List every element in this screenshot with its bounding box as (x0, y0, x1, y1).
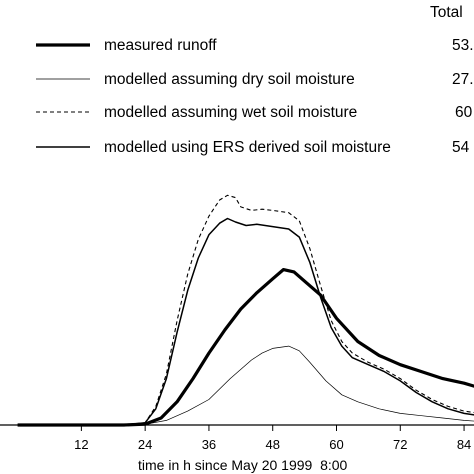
series-line-modelled-dry (17, 345, 474, 426)
x-tick-label: 24 (138, 437, 152, 452)
legend-row-dry: modelled assuming dry soil moisture 27. (36, 71, 474, 88)
x-tick-label: 12 (74, 437, 88, 452)
legend-total-dry: 27. (452, 71, 474, 88)
legend-header: Total (430, 4, 463, 21)
x-axis-ticks: 12 24 36 48 60 72 84 (74, 425, 471, 452)
x-tick-label: 84 (457, 437, 471, 452)
x-tick-label: 72 (393, 437, 407, 452)
x-tick-label: 60 (329, 437, 343, 452)
x-tick-label: 36 (202, 437, 216, 452)
legend-total-measured: 53. (452, 37, 474, 54)
x-axis-label: time in h since May 20 1999 8:00 (138, 457, 348, 473)
legend-label-wet: modelled assuming wet soil moisture (104, 104, 357, 121)
legend-total-ers: 54 (452, 139, 470, 156)
legend-label-measured: measured runoff (104, 37, 217, 54)
series-line-modelled-wet (17, 194, 474, 426)
legend-row-measured: measured runoff 53. (36, 37, 474, 54)
legend-label-dry: modelled assuming dry soil moisture (104, 71, 355, 88)
series-line-measured-runoff (17, 268, 474, 427)
legend-total-wet: 60 (455, 104, 473, 121)
legend-label-ers: modelled using ERS derived soil moisture (104, 139, 391, 156)
series-line-modelled-ers (17, 217, 474, 426)
legend-row-wet: modelled assuming wet soil moisture 60 (36, 104, 473, 121)
x-tick-label: 48 (265, 437, 279, 452)
series-lines (17, 194, 474, 427)
legend-row-ers: modelled using ERS derived soil moisture… (36, 139, 470, 156)
